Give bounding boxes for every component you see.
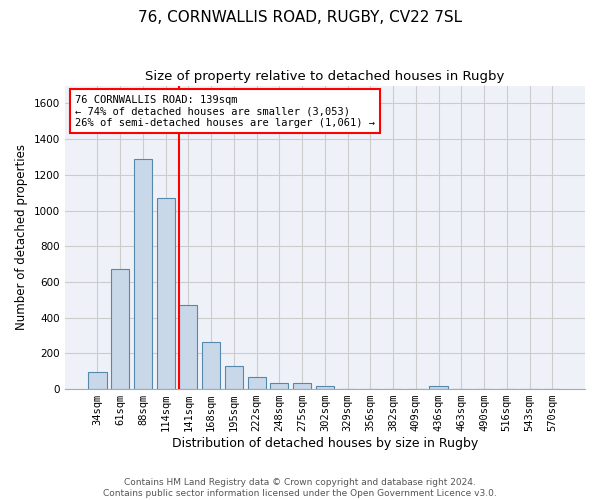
Text: 76 CORNWALLIS ROAD: 139sqm
← 74% of detached houses are smaller (3,053)
26% of s: 76 CORNWALLIS ROAD: 139sqm ← 74% of deta… xyxy=(75,94,375,128)
Bar xyxy=(111,270,129,389)
Bar xyxy=(157,198,175,389)
Bar xyxy=(202,342,220,389)
Y-axis label: Number of detached properties: Number of detached properties xyxy=(15,144,28,330)
Bar xyxy=(248,378,266,389)
Bar xyxy=(316,386,334,389)
Bar xyxy=(179,305,197,389)
Bar xyxy=(270,383,289,389)
Title: Size of property relative to detached houses in Rugby: Size of property relative to detached ho… xyxy=(145,70,505,83)
Bar xyxy=(293,383,311,389)
Bar xyxy=(134,159,152,389)
Text: Contains HM Land Registry data © Crown copyright and database right 2024.
Contai: Contains HM Land Registry data © Crown c… xyxy=(103,478,497,498)
Bar xyxy=(430,386,448,389)
Bar xyxy=(225,366,243,389)
X-axis label: Distribution of detached houses by size in Rugby: Distribution of detached houses by size … xyxy=(172,437,478,450)
Text: 76, CORNWALLIS ROAD, RUGBY, CV22 7SL: 76, CORNWALLIS ROAD, RUGBY, CV22 7SL xyxy=(138,10,462,25)
Bar xyxy=(88,372,107,389)
